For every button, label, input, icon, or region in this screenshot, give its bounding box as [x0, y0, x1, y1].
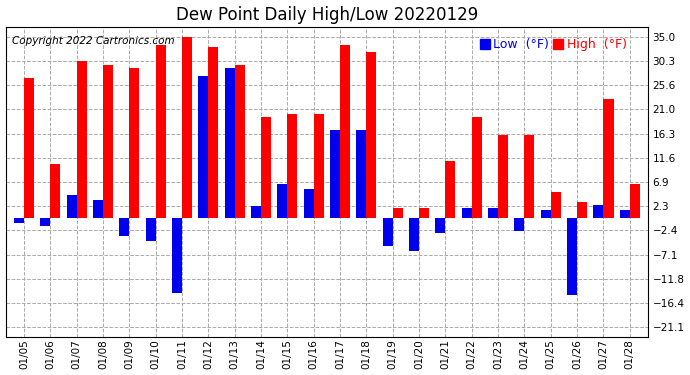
Bar — [208, 47, 219, 218]
Bar — [93, 200, 103, 218]
Bar — [304, 189, 314, 218]
Bar — [419, 207, 429, 218]
Bar — [235, 65, 245, 218]
Bar — [435, 218, 446, 233]
Bar — [498, 135, 508, 218]
Bar — [620, 210, 630, 218]
Bar — [119, 218, 129, 236]
Bar — [366, 53, 377, 218]
Bar — [172, 218, 182, 293]
Bar — [288, 114, 297, 218]
Bar — [67, 195, 77, 218]
Bar — [261, 117, 271, 218]
Bar — [182, 37, 192, 218]
Bar — [357, 130, 366, 218]
Bar — [103, 65, 113, 218]
Bar — [488, 207, 498, 218]
Bar — [14, 218, 24, 223]
Bar — [24, 78, 34, 218]
Bar — [77, 61, 87, 218]
Bar — [146, 218, 156, 241]
Bar — [462, 207, 472, 218]
Bar — [314, 114, 324, 218]
Bar — [198, 76, 208, 218]
Bar — [524, 135, 535, 218]
Bar — [340, 45, 350, 218]
Title: Dew Point Daily High/Low 20220129: Dew Point Daily High/Low 20220129 — [176, 6, 478, 24]
Bar — [567, 218, 577, 296]
Bar — [393, 207, 403, 218]
Bar — [630, 184, 640, 218]
Bar — [593, 205, 604, 218]
Bar — [129, 68, 139, 218]
Bar — [472, 117, 482, 218]
Bar — [40, 218, 50, 226]
Bar — [277, 184, 288, 218]
Bar — [604, 99, 613, 218]
Bar — [409, 218, 419, 252]
Bar — [577, 202, 587, 218]
Bar — [225, 68, 235, 218]
Bar — [156, 45, 166, 218]
Text: Copyright 2022 Cartronics.com: Copyright 2022 Cartronics.com — [12, 36, 175, 46]
Bar — [383, 218, 393, 246]
Bar — [330, 130, 340, 218]
Bar — [446, 161, 455, 218]
Bar — [515, 218, 524, 231]
Legend: Low  (°F), High  (°F): Low (°F), High (°F) — [477, 36, 629, 54]
Bar — [541, 210, 551, 218]
Bar — [50, 164, 60, 218]
Bar — [251, 206, 261, 218]
Bar — [551, 192, 561, 218]
